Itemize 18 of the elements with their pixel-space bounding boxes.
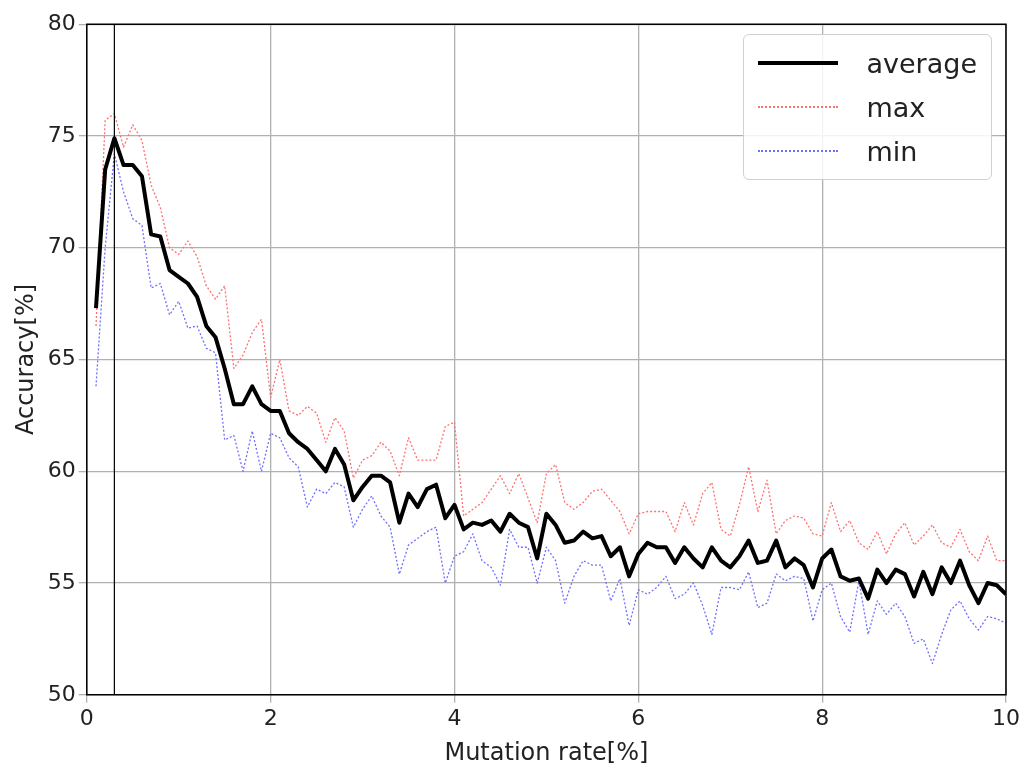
x-tick-label: 6 <box>631 704 646 730</box>
x-tick-label: 8 <box>815 704 830 730</box>
x-tick-label: 0 <box>79 704 94 730</box>
y-tick-label: 50 <box>47 680 76 706</box>
y-axis-title: Accuracy[%] <box>10 283 39 436</box>
y-tick-label: 75 <box>47 121 76 147</box>
x-tick-label: 2 <box>263 704 278 730</box>
x-tick-label: 4 <box>447 704 462 730</box>
y-tick-label: 65 <box>47 345 76 371</box>
y-tick-label: 70 <box>47 233 76 259</box>
y-tick-label: 80 <box>47 9 76 35</box>
x-axis-title: Mutation rate[%] <box>444 737 649 766</box>
y-tick-label: 55 <box>47 568 76 594</box>
legend-label: min <box>866 135 918 167</box>
y-tick-label: 60 <box>47 456 76 482</box>
legend-label: average <box>866 47 978 79</box>
legend-label: max <box>866 91 926 123</box>
x-tick-label: 10 <box>992 704 1020 730</box>
